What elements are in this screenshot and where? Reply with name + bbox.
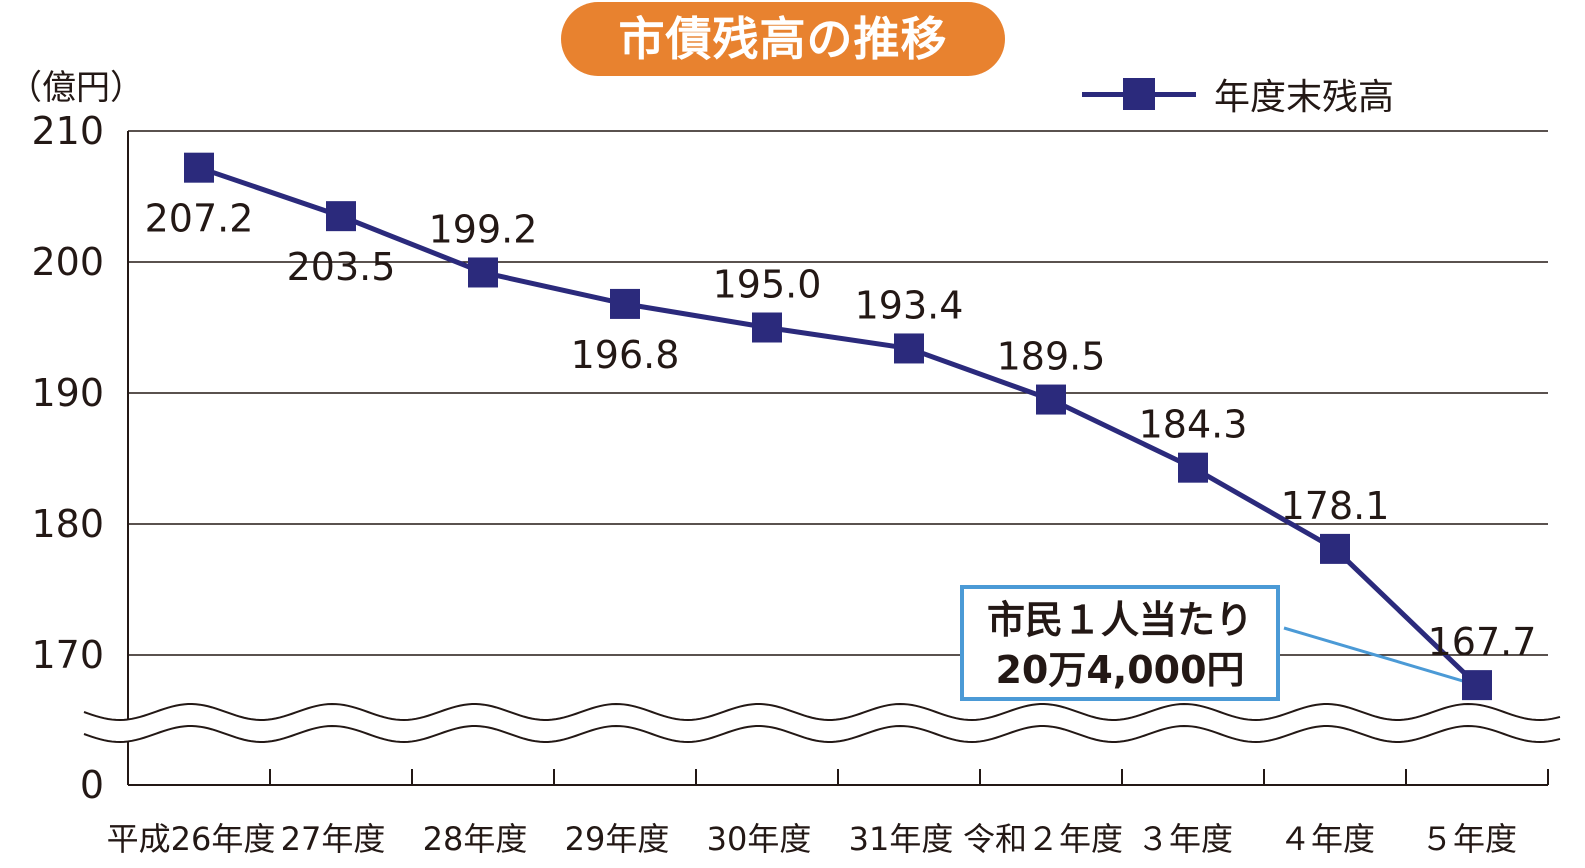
axis-break-wave (83, 725, 1561, 743)
series-line (198, 165, 1479, 687)
data-point-marker (184, 152, 214, 183)
x-tick-label: 令和２年度 (963, 820, 1123, 858)
y-tick-label: 190 (31, 371, 104, 415)
x-tick-label: ４年度 (1279, 820, 1375, 858)
data-label: 195.0 (713, 263, 822, 307)
data-point-marker (610, 288, 640, 319)
data-point-marker (1462, 670, 1492, 701)
data-point-marker (326, 201, 356, 232)
data-point-marker (894, 333, 924, 364)
legend: 年度末残高 (1082, 72, 1394, 118)
x-tick-label: ３年度 (1137, 820, 1233, 858)
data-label: 178.1 (1281, 484, 1390, 528)
legend-square-marker (1123, 77, 1155, 110)
chart-title: 市債残高の推移 (561, 2, 1005, 76)
y-tick-label: 170 (31, 633, 104, 677)
x-tick-label: 28年度 (423, 820, 528, 858)
x-tick-label: 29年度 (565, 820, 670, 858)
data-label: 196.8 (571, 333, 680, 377)
data-label: 167.7 (1428, 620, 1537, 664)
data-label: 199.2 (429, 207, 538, 251)
data-label: 207.2 (145, 197, 254, 241)
legend-label: 年度末残高 (1214, 77, 1395, 118)
annotation-leader-line (1283, 626, 1478, 687)
axis-break-fill (84, 704, 1560, 742)
annotation-line1: 市民１人当たり (986, 598, 1253, 642)
data-point-marker (468, 257, 498, 288)
data-label: 203.5 (287, 245, 396, 289)
data-label: 184.3 (1139, 403, 1248, 447)
annotation-box: 市民１人当たり 20万4,000円 (960, 585, 1280, 701)
data-point-marker (1036, 384, 1066, 415)
axis-break-wave (83, 703, 1561, 721)
x-tick-label: 30年度 (707, 820, 812, 858)
y-tick-label: 0 (80, 763, 104, 807)
x-tick-label: ５年度 (1421, 820, 1517, 858)
data-label: 193.4 (855, 283, 964, 327)
y-axis-unit-label: （億円） (8, 68, 144, 108)
annotation-line2: 20万4,000円 (995, 648, 1245, 692)
data-point-marker (1320, 533, 1350, 564)
y-tick-label: 200 (31, 240, 104, 284)
data-label: 189.5 (997, 335, 1106, 379)
x-tick-label: 平成26年度 (107, 820, 276, 858)
x-tick-label: 27年度 (281, 820, 386, 858)
y-tick-label: 210 (31, 109, 104, 153)
data-point-marker (1178, 452, 1208, 483)
x-tick-label: 31年度 (849, 820, 954, 858)
y-tick-label: 180 (31, 502, 104, 546)
legend-line-marker (1082, 77, 1196, 110)
data-point-marker (752, 312, 782, 343)
